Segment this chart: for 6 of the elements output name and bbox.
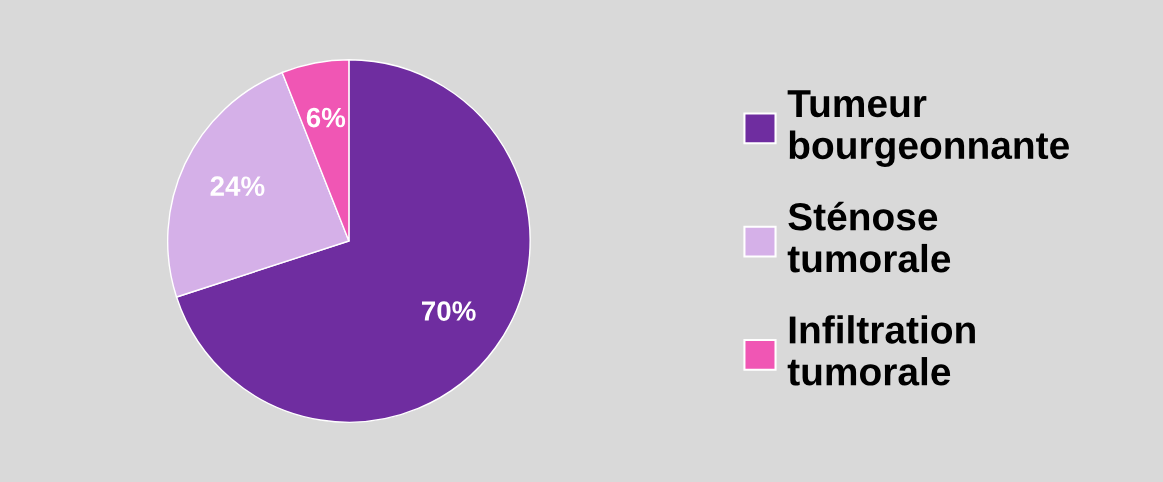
data-label: 6% bbox=[306, 107, 346, 128]
legend-label: Sténose tumorale bbox=[787, 201, 951, 273]
legend-label: Tumeur bourgeonnante bbox=[787, 90, 1069, 168]
data-label: 70% bbox=[422, 301, 476, 321]
legend-label: Infiltration tumorale bbox=[787, 315, 975, 386]
data-label: 24% bbox=[210, 176, 265, 196]
